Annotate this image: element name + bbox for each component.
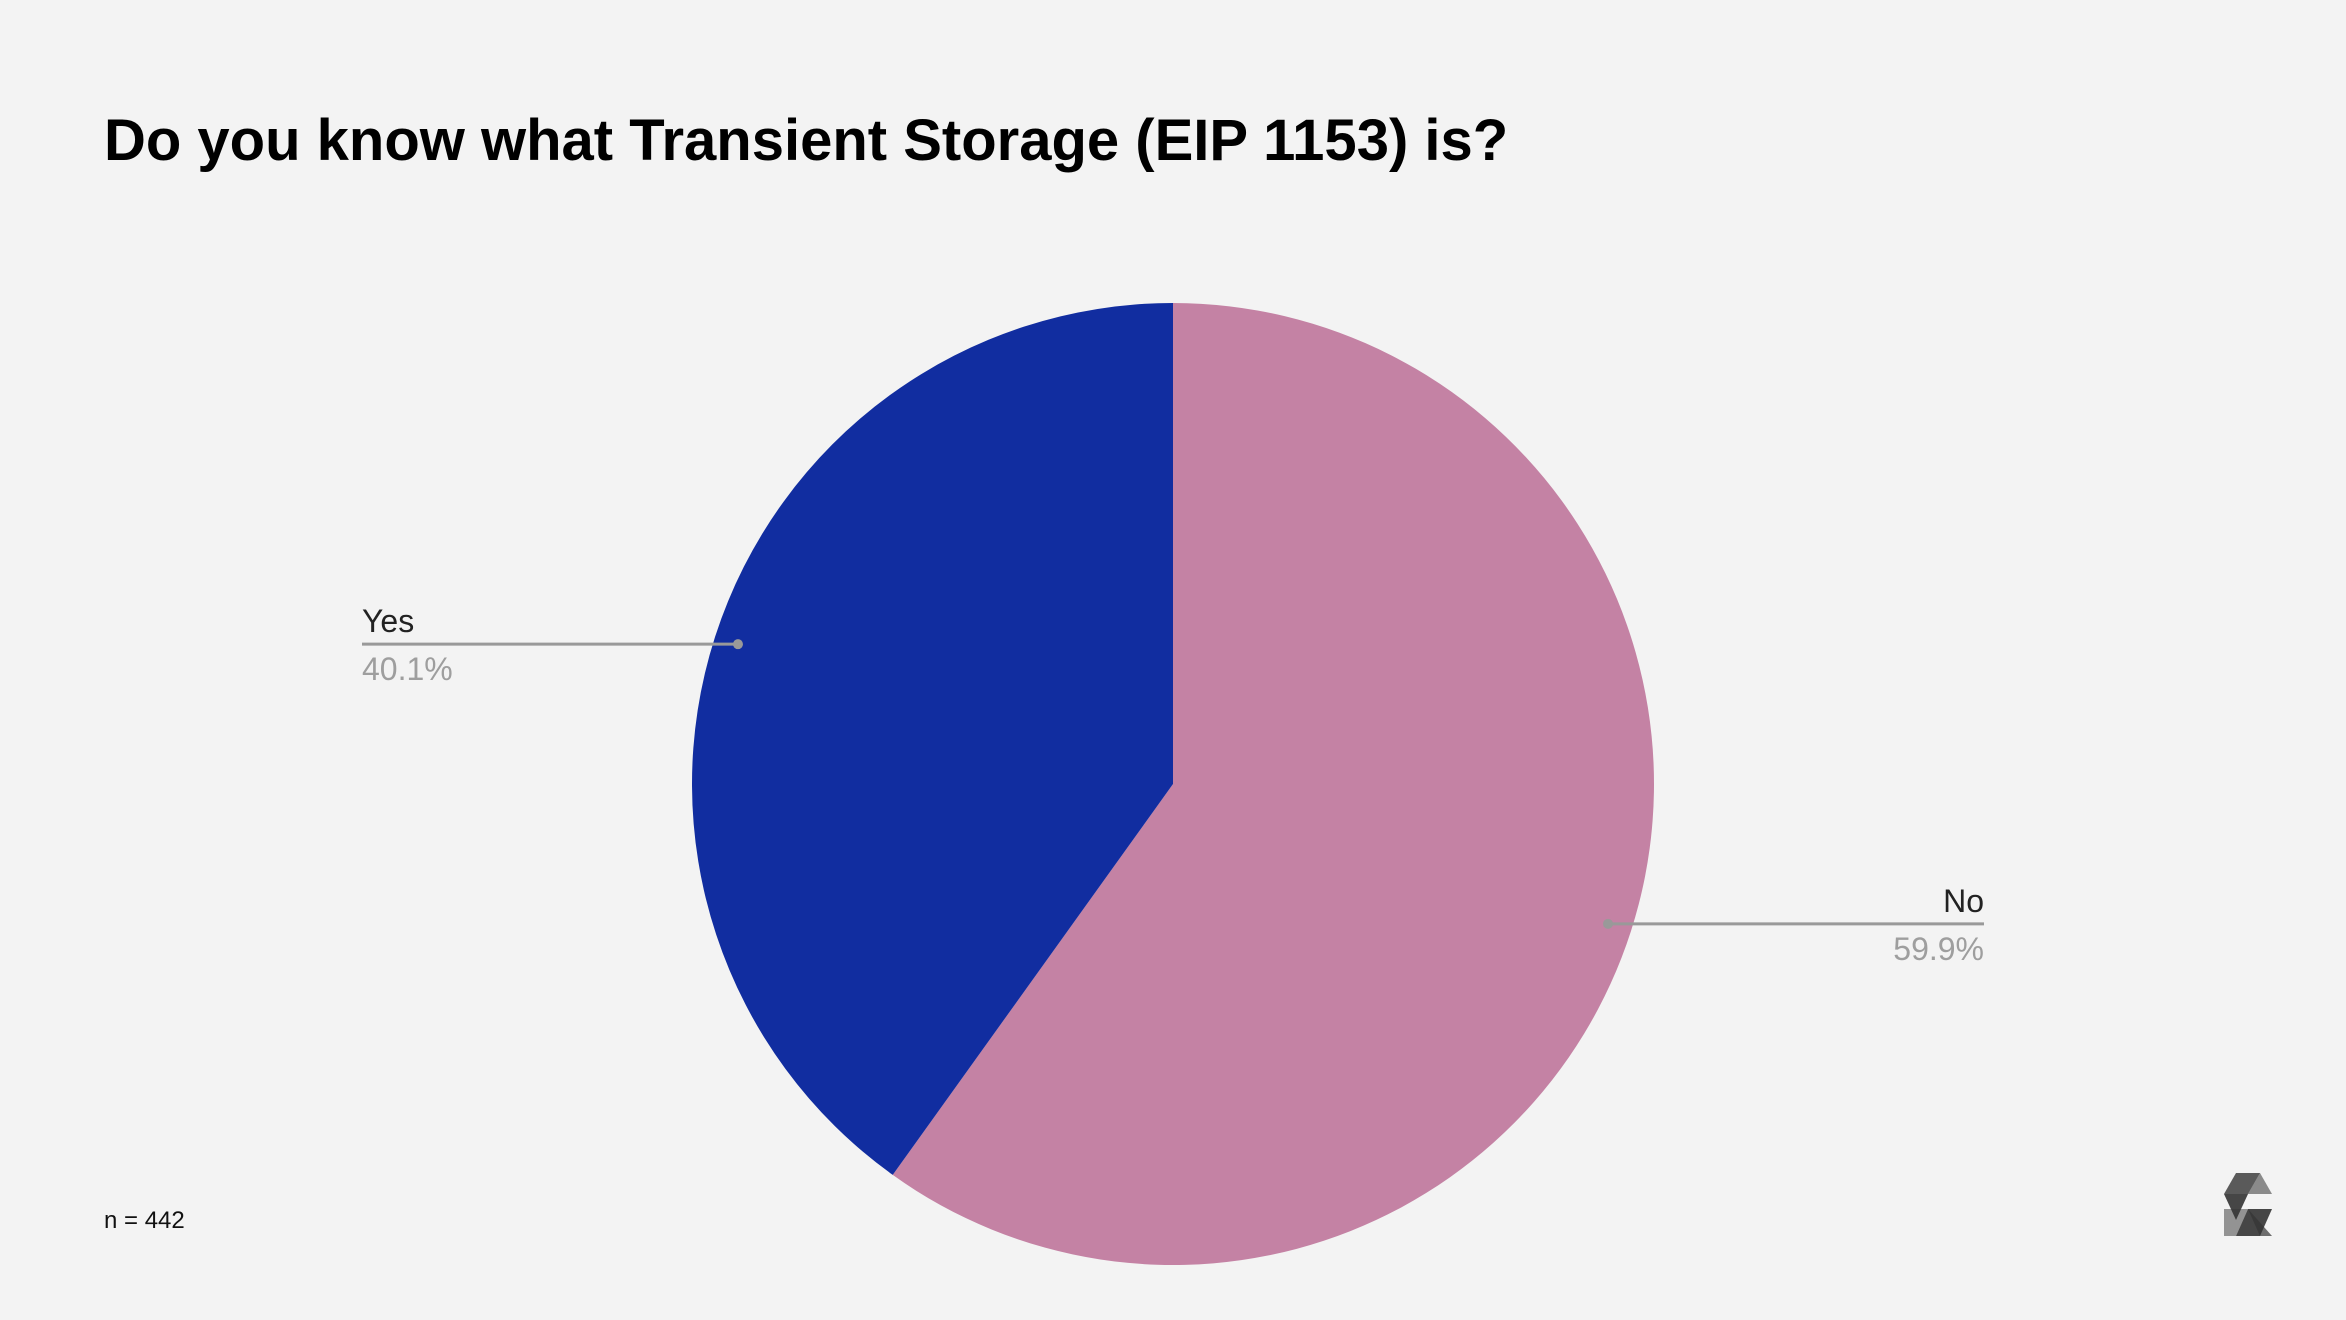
leader-dot <box>732 639 743 650</box>
leader-dot <box>1603 918 1614 929</box>
pie-slice <box>892 303 1654 1265</box>
slice-category-label: Yes <box>362 603 414 639</box>
sample-size-note: n = 442 <box>104 1207 185 1234</box>
logo <box>2224 1173 2272 1236</box>
slice-value-label: 59.9% <box>1893 931 1984 967</box>
pie-slice <box>692 303 1173 1175</box>
slice-category-label: No <box>1943 883 1984 919</box>
chart-title: Do you know what Transient Storage (EIP … <box>104 108 1508 173</box>
slice-value-label: 40.1% <box>362 651 453 687</box>
